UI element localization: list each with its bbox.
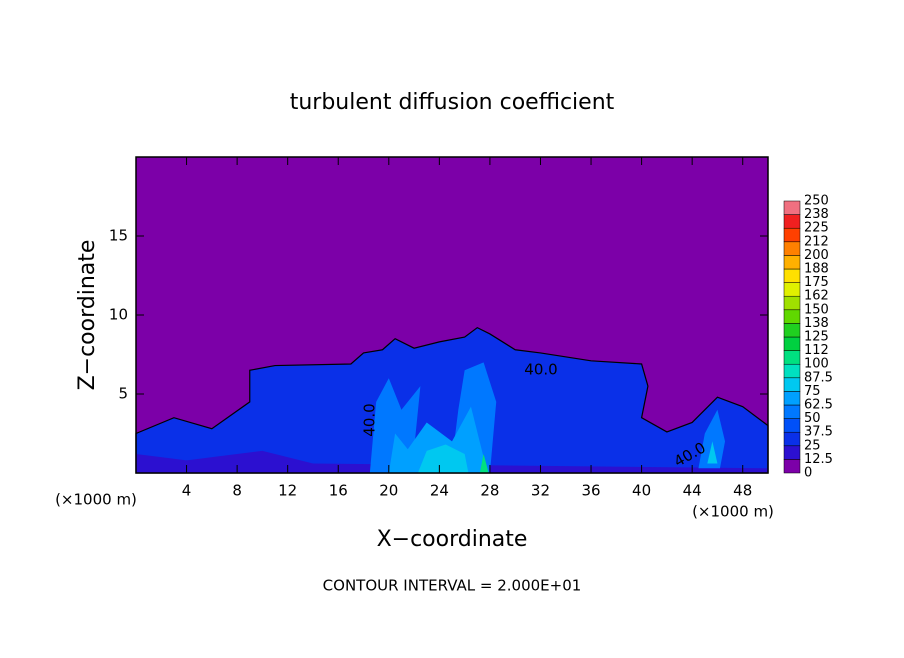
colorbar-bin [783, 431, 801, 447]
colorbar-bin [783, 268, 801, 283]
x-tick-label: 4 [182, 482, 192, 500]
colorbar-label: 175 [804, 275, 829, 290]
colorbar-label: 225 [804, 221, 829, 236]
x-tick-label: 20 [379, 482, 398, 500]
x-unit: (×1000 m) [692, 503, 774, 521]
footer: CONTOUR INTERVAL = 2.000E+01 [323, 577, 582, 595]
x-tick-label: 44 [683, 482, 702, 500]
field-region [135, 326, 769, 474]
y-axis-label: Z−coordinate [75, 240, 100, 391]
colorbar-label: 188 [804, 262, 829, 277]
colorbar-label: 238 [804, 207, 829, 222]
colorbar-bin [783, 227, 801, 243]
x-tick-label: 32 [531, 482, 550, 500]
x-tick-label: 24 [430, 482, 449, 500]
colorbar-label: 37.5 [804, 425, 833, 440]
colorbar-label: 150 [804, 302, 829, 317]
colorbar-bin [783, 404, 801, 419]
colorbar-label: 25 [804, 438, 821, 453]
colorbar-bin [783, 295, 801, 311]
y-tick-label: 5 [118, 385, 128, 403]
colorbar-label: 162 [804, 289, 829, 304]
colorbar-bin [783, 282, 801, 297]
colorbar-bin [783, 309, 801, 324]
x-tick-label: 8 [232, 482, 242, 500]
field-region [136, 450, 768, 473]
colorbar-label: 87.5 [804, 370, 833, 385]
colorbar-bin [783, 214, 801, 229]
x-tick-label: 28 [480, 482, 499, 500]
field [135, 157, 769, 474]
colorbar-label: 250 [804, 194, 829, 209]
colorbar-bin [783, 255, 801, 270]
colorbar-bin [783, 377, 801, 392]
colorbar-bin [783, 459, 801, 474]
colorbar-label: 0 [804, 466, 812, 481]
colorbar-label: 100 [804, 357, 829, 372]
y-tick-label: 15 [109, 227, 128, 245]
x-tick-label: 12 [278, 482, 297, 500]
colorbar-label: 75 [804, 384, 821, 399]
x-tick-label: 36 [581, 482, 600, 500]
colorbar-label: 112 [804, 343, 829, 358]
field-region [707, 441, 718, 464]
colorbar-bin [783, 200, 801, 215]
y-tick-label: 10 [109, 306, 128, 324]
x-tick-label: 48 [733, 482, 752, 500]
colorbar-label: 12.5 [804, 452, 833, 467]
colorbar-bin [783, 363, 801, 379]
colorbar-label: 62.5 [804, 398, 833, 413]
colorbar-label: 50 [804, 411, 821, 426]
field-region [698, 409, 726, 469]
colorbar-label: 125 [804, 330, 829, 345]
field-region [417, 444, 469, 473]
colorbar-bin [783, 350, 801, 365]
chart-title: turbulent diffusion coefficient [290, 90, 615, 115]
contour-label: 40.0 [524, 361, 557, 379]
colorbar-bin [783, 418, 801, 433]
colorbar-label: 138 [804, 316, 829, 331]
x-tick-label: 16 [329, 482, 348, 500]
x-unit: (×1000 m) [55, 491, 137, 509]
colorbar-bin [783, 391, 801, 406]
colorbar-bin [783, 445, 801, 460]
x-axis-label: X−coordinate [377, 527, 528, 552]
colorbar-bin [783, 323, 801, 338]
colorbar-label: 200 [804, 248, 829, 263]
x-tick-label: 40 [632, 482, 651, 500]
colorbar-label: 212 [804, 234, 829, 249]
field-region [479, 454, 489, 473]
colorbar-bin [783, 336, 801, 351]
colorbar-bin [783, 241, 801, 256]
contour-label: 40.0 [361, 403, 379, 436]
